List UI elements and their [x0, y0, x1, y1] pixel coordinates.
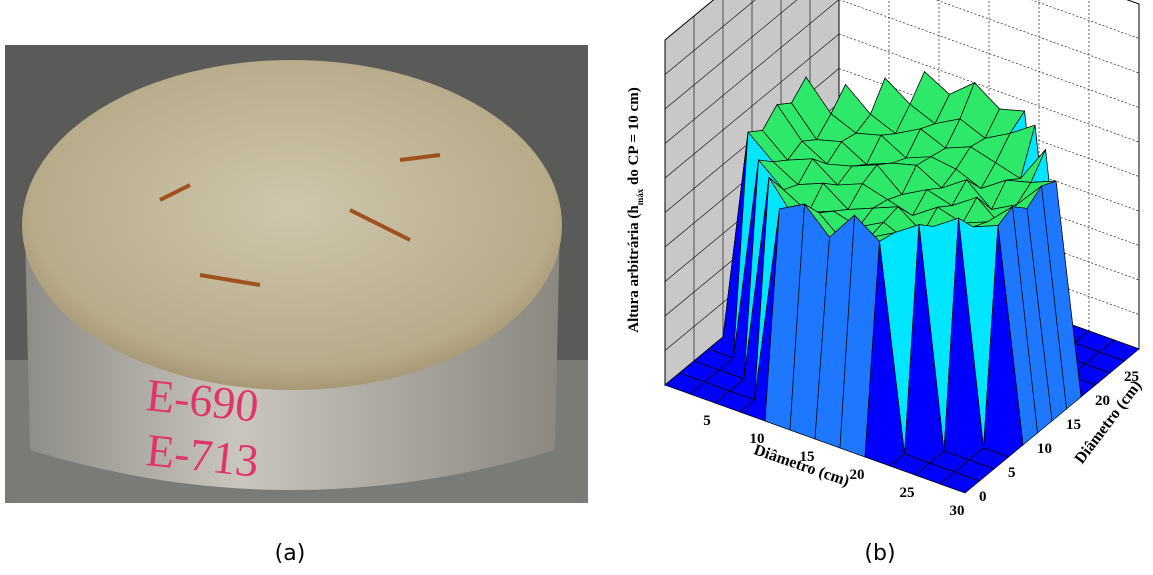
z-label-sub: máx	[635, 188, 645, 205]
surface-cell	[939, 471, 981, 494]
cylinder-top	[22, 60, 562, 390]
y-tick-label: 25	[1124, 369, 1139, 385]
x-tick-label: 25	[900, 485, 915, 501]
photo-label: E-690	[144, 369, 261, 431]
photo: E-690 E-713	[5, 45, 588, 503]
y-tick-label: 10	[1037, 441, 1052, 457]
y-tick-label: 15	[1066, 417, 1081, 433]
x-tick-label: 5	[703, 413, 711, 429]
x-tick-label: 15	[800, 449, 815, 465]
caption: (b)	[864, 541, 895, 566]
wall-grid	[1031, 0, 1140, 39]
y-tick-label: 0	[979, 489, 987, 505]
z-axis-label: Altura arbitrária (hmáx do CP = 10 cm)	[626, 87, 645, 332]
y-tick-label: 5	[1008, 465, 1016, 481]
caption: (a)	[275, 541, 306, 566]
x-tick-label: 20	[850, 467, 865, 483]
z-label-part: Altura arbitrária (h	[626, 205, 642, 333]
photo-label: E-713	[144, 424, 261, 486]
x-tick-label: 30	[950, 503, 965, 519]
wall-grid	[838, 33, 1140, 143]
rust	[159, 153, 441, 287]
x-tick-label: 10	[750, 431, 765, 447]
z-label-part: do CP = 10 cm)	[626, 87, 642, 188]
y-tick-label: 20	[1095, 393, 1110, 409]
